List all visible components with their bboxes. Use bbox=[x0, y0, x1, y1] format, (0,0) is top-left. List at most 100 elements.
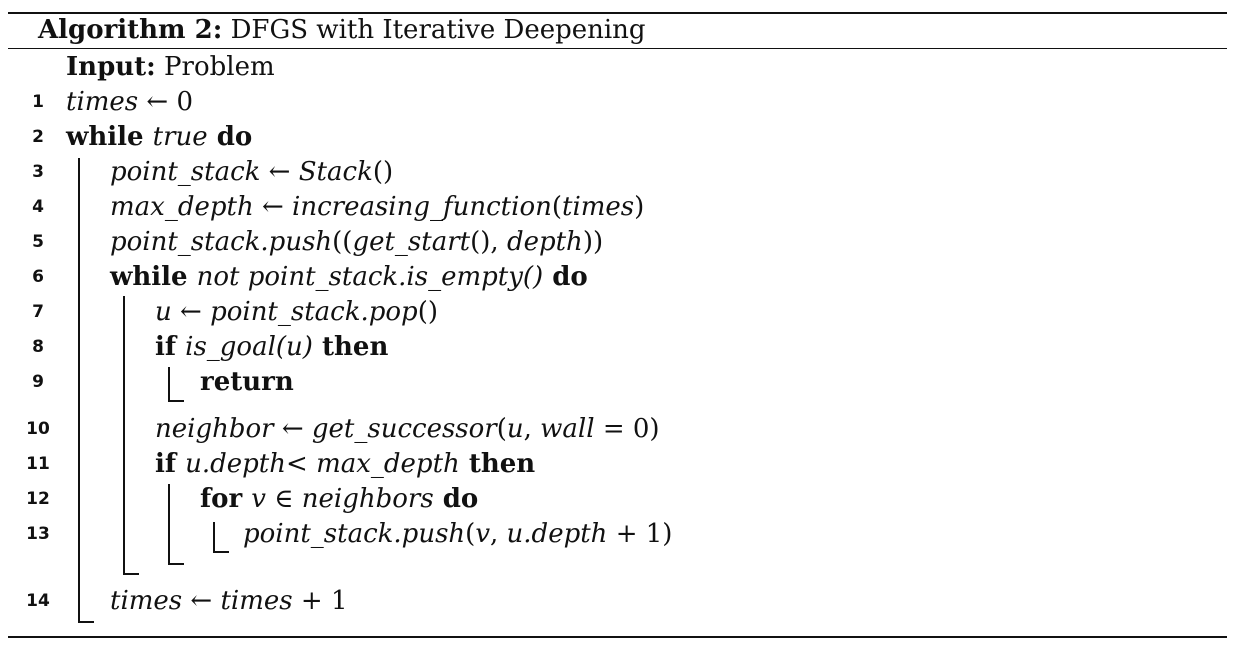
code-token: u.depth bbox=[506, 519, 608, 549]
code-token: max_depth bbox=[110, 192, 254, 222]
line-number: 12 bbox=[26, 489, 50, 509]
inner-while-block-end bbox=[123, 573, 139, 575]
code-token: neighbor bbox=[155, 414, 274, 444]
code-token: point_stack bbox=[110, 157, 261, 187]
line-code: u ← point_stack.pop() bbox=[155, 296, 438, 328]
code-token: get_start bbox=[352, 227, 471, 257]
line-number: 2 bbox=[32, 127, 44, 147]
code-token: point_stack.push bbox=[243, 519, 466, 549]
keyword: for bbox=[200, 484, 252, 514]
while-block-end bbox=[78, 621, 94, 623]
code-token: () bbox=[417, 297, 438, 327]
code-token: , bbox=[523, 414, 541, 444]
code-token: times bbox=[66, 87, 139, 117]
while-block-bar bbox=[78, 158, 80, 622]
line-code: for v ∈ neighbors do bbox=[200, 483, 478, 515]
code-token: max_depth bbox=[316, 449, 460, 479]
if-depth-block-bar bbox=[168, 484, 170, 564]
caption-title: DFGS with Iterative Deepening bbox=[230, 15, 646, 45]
line-number: 11 bbox=[26, 454, 50, 474]
bottom-rule bbox=[8, 636, 1227, 638]
for-block-bar bbox=[213, 522, 215, 552]
if-goal-block-bar bbox=[168, 367, 170, 401]
code-token: depth bbox=[506, 227, 583, 257]
code-token: ← bbox=[253, 192, 293, 222]
line-number: 14 bbox=[26, 591, 50, 611]
line-code: times ← times + 1 bbox=[110, 585, 348, 617]
line-number: 3 bbox=[32, 162, 44, 182]
keyword: while bbox=[66, 122, 153, 152]
code-token: u.depth bbox=[185, 449, 287, 479]
code-token: times bbox=[562, 192, 635, 222]
line-code: return bbox=[200, 366, 294, 398]
code-token: not point_stack.is_empty() bbox=[196, 262, 544, 292]
code-token: ← bbox=[171, 297, 211, 327]
code-token: ∈ bbox=[265, 484, 302, 514]
code-token: ( bbox=[551, 192, 562, 222]
line-number: 6 bbox=[32, 267, 44, 287]
code-token: ← bbox=[273, 414, 312, 444]
keyword: then bbox=[459, 449, 536, 479]
code-token: increasing_function bbox=[292, 192, 552, 222]
keyword: then bbox=[312, 332, 389, 362]
code-token: ← bbox=[182, 586, 221, 616]
line-number: 9 bbox=[32, 372, 44, 392]
line-code: if is_goal(u) then bbox=[155, 331, 388, 363]
keyword: do bbox=[543, 262, 588, 292]
code-token: neighbors bbox=[301, 484, 434, 514]
keyword: if bbox=[155, 449, 186, 479]
if-goal-block-end bbox=[168, 400, 184, 402]
code-token: () bbox=[372, 157, 394, 187]
code-token: wall bbox=[540, 414, 595, 444]
code-token: times bbox=[110, 586, 183, 616]
caption-label: Algorithm 2: bbox=[38, 15, 223, 45]
code-token: ( bbox=[465, 519, 476, 549]
line-number: 1 bbox=[32, 92, 44, 112]
line-code: neighbor ← get_successor(u, wall = 0) bbox=[155, 413, 660, 445]
code-token: + 1 bbox=[292, 586, 348, 616]
code-token: ) bbox=[634, 192, 645, 222]
code-token: Stack bbox=[298, 157, 373, 187]
input-value: Problem bbox=[164, 52, 275, 82]
line-code: while true do bbox=[66, 121, 252, 153]
code-token: < bbox=[286, 449, 317, 479]
input-label: Input: bbox=[66, 52, 156, 82]
code-token: u bbox=[155, 297, 172, 327]
line-number: 10 bbox=[26, 419, 50, 439]
line-number: 7 bbox=[32, 302, 44, 322]
line-number: 13 bbox=[26, 524, 50, 544]
code-token: )) bbox=[582, 227, 604, 257]
for-block-end bbox=[213, 551, 229, 553]
code-token: (), bbox=[470, 227, 507, 257]
line-number: 8 bbox=[32, 337, 44, 357]
caption-rule bbox=[8, 48, 1227, 49]
keyword: do bbox=[207, 122, 253, 152]
code-token: true bbox=[152, 122, 208, 152]
keyword: while bbox=[110, 262, 197, 292]
line-number: 4 bbox=[32, 197, 44, 217]
code-token: point_stack.push bbox=[110, 227, 333, 257]
code-token: times bbox=[220, 586, 293, 616]
code-token: ← 0 bbox=[138, 87, 194, 117]
line-code: if u.depth< max_depth then bbox=[155, 448, 535, 480]
code-token: get_successor bbox=[311, 414, 497, 444]
line-number: 5 bbox=[32, 232, 44, 252]
code-token: is_goal(u) bbox=[185, 332, 313, 362]
inner-while-block-bar bbox=[123, 296, 125, 574]
keyword: if bbox=[155, 332, 186, 362]
if-depth-block-end bbox=[168, 563, 184, 565]
line-code: point_stack.push(v, u.depth + 1) bbox=[243, 518, 672, 550]
code-token: v bbox=[475, 519, 491, 549]
code-token: + 1) bbox=[607, 519, 673, 549]
line-code: while not point_stack.is_empty() do bbox=[110, 261, 588, 293]
top-rule bbox=[8, 12, 1227, 14]
code-token: ← bbox=[260, 157, 299, 187]
line-code: max_depth ← increasing_function(times) bbox=[110, 191, 644, 223]
line-code: point_stack ← Stack() bbox=[110, 156, 393, 188]
code-token: ( bbox=[496, 414, 507, 444]
code-token: , bbox=[490, 519, 507, 549]
line-code: point_stack.push((get_start(), depth)) bbox=[110, 226, 603, 258]
code-token: (( bbox=[332, 227, 353, 257]
keyword: return bbox=[200, 367, 294, 397]
keyword: do bbox=[433, 484, 479, 514]
